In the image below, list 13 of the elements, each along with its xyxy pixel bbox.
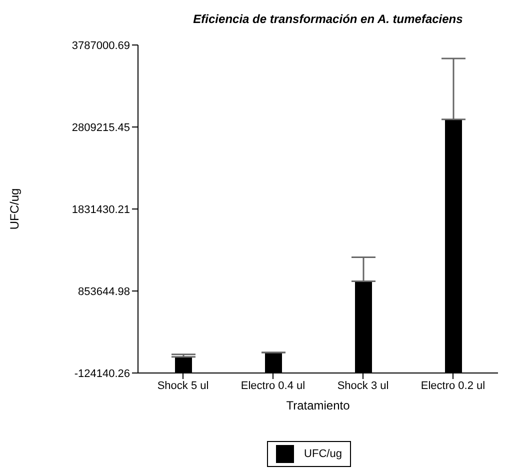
x-axis-title: Tratamiento <box>286 398 350 413</box>
chart-title: Eficiencia de transformación en A. tumefaciens <box>192 12 464 26</box>
x-tick-label: Electro 0.2 ul <box>420 380 486 392</box>
y-tick-label: -124140.26 <box>74 368 130 380</box>
y-axis-title: UFC/ug <box>7 188 22 230</box>
y-tick-label: 853644.98 <box>78 286 130 298</box>
x-tick-label: Electro 0.4 ul <box>240 380 306 392</box>
y-tick-label: 2809215.45 <box>72 122 130 134</box>
x-tick-label: Shock 5 ul <box>157 380 209 392</box>
x-tick-label: Shock 3 ul <box>337 380 389 392</box>
y-tick-label: 3787000.69 <box>72 40 130 52</box>
y-tick-label: 1831430.21 <box>72 204 130 216</box>
legend-label: UFC/ug <box>303 447 342 462</box>
